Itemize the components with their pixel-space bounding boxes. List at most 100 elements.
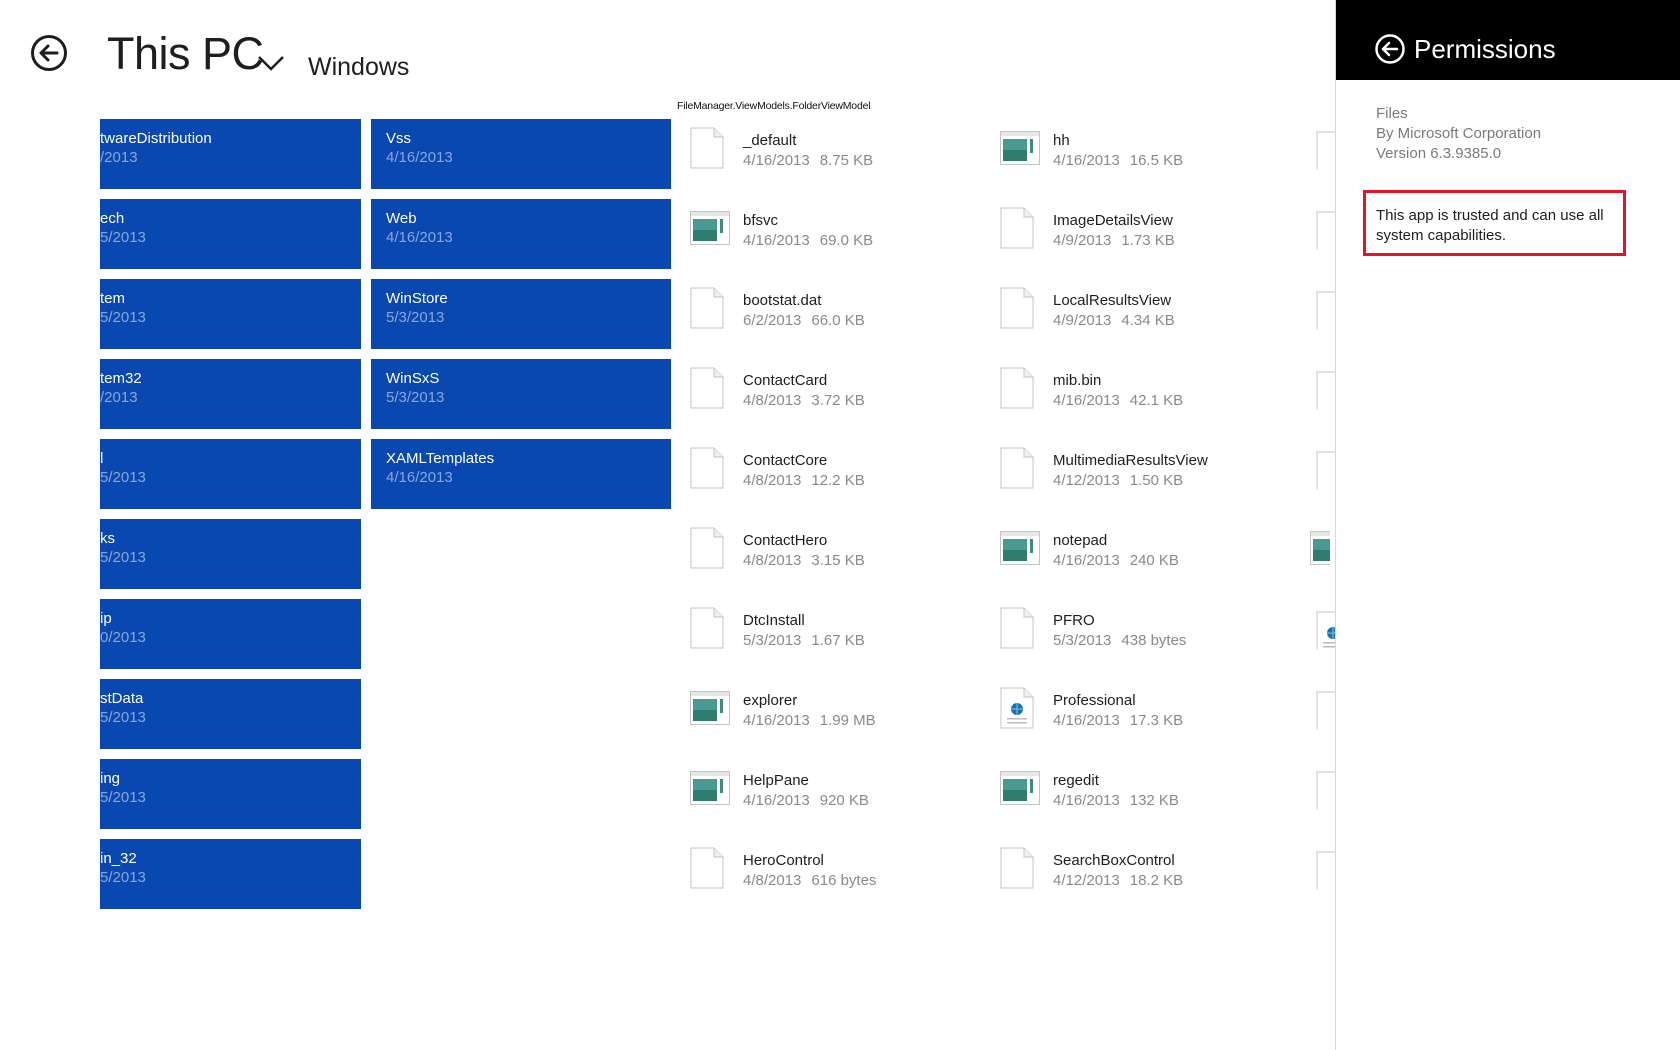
- file-meta: 4/16/2013 920 KB: [743, 792, 869, 810]
- file-date: 5/3/2013: [1053, 632, 1112, 649]
- file-name: HeroControl: [743, 852, 824, 869]
- blank-file-icon[interactable]: [1316, 371, 1336, 409]
- folder-tile[interactable]: stData 5/2013: [100, 679, 361, 749]
- file-size: 69.0 KB: [819, 232, 874, 249]
- folder-name: ip: [100, 610, 112, 627]
- folder-date: 4/16/2013: [386, 469, 453, 486]
- file-size: 438 bytes: [1121, 632, 1187, 649]
- folder-tile[interactable]: Vss 4/16/2013: [371, 119, 671, 189]
- back-arrow-icon[interactable]: [30, 34, 68, 72]
- file-item[interactable]: MultimediaResultsView 4/12/2013 1.50 KB: [990, 442, 1290, 512]
- folder-name: WinStore: [386, 290, 448, 307]
- folder-date: 0/2013: [100, 629, 146, 646]
- app-version: Version 6.3.9385.0: [1376, 145, 1502, 162]
- file-item[interactable]: ContactCore 4/8/2013 12.2 KB: [680, 442, 980, 512]
- folder-date: /2013: [100, 389, 138, 406]
- file-size: 3.72 KB: [811, 392, 865, 409]
- application-icon[interactable]: [1310, 531, 1330, 569]
- file-meta: 4/8/2013 3.72 KB: [743, 392, 865, 410]
- folder-grid: twareDistribution/2013 ech 5/2013 tem 5/2013…: [0, 0, 680, 1050]
- file-item[interactable]: ContactHero 4/8/2013 3.15 KB: [680, 522, 980, 592]
- file-size: 42.1 KB: [1129, 392, 1184, 409]
- folder-tile[interactable]: WinSxS 5/3/2013: [371, 359, 671, 429]
- file-date: 4/16/2013: [1053, 792, 1120, 809]
- file-item[interactable]: notepad 4/16/2013 240 KB: [990, 522, 1290, 592]
- file-name: SearchBoxControl: [1053, 852, 1175, 869]
- folder-tile[interactable]: ing 5/2013: [100, 759, 361, 829]
- folder-date: 5/3/2013: [386, 309, 445, 326]
- file-date: 4/8/2013: [743, 552, 802, 569]
- application-icon: [690, 771, 730, 815]
- file-date: 4/9/2013: [1053, 312, 1112, 329]
- file-name: mib.bin: [1053, 372, 1102, 389]
- folder-tile[interactable]: WinStore 5/3/2013: [371, 279, 671, 349]
- pane-title: Permissions: [1414, 34, 1556, 64]
- folder-name: tem: [100, 290, 126, 307]
- blank-file-icon[interactable]: [1316, 451, 1336, 489]
- folder-name: XAMLTemplates: [386, 450, 495, 467]
- folder-date: /2013: [100, 149, 138, 166]
- application-icon: [1000, 531, 1040, 575]
- folder-tile[interactable]: ip 0/2013: [100, 599, 361, 669]
- folder-name: ks: [100, 530, 115, 547]
- folder-name: tem32: [100, 370, 142, 387]
- permissions-pane: Permissions Files By Microsoft Corporati…: [1335, 0, 1680, 1050]
- folder-tile[interactable]: XAMLTemplates 4/16/2013: [371, 439, 671, 509]
- file-item[interactable]: HeroControl 4/8/2013 616 bytes: [680, 842, 980, 912]
- folder-tile[interactable]: l 5/2013: [100, 439, 361, 509]
- file-item[interactable]: LocalResultsView 4/9/2013 4.34 KB: [990, 282, 1290, 352]
- blank-file-icon: [690, 367, 726, 411]
- file-date: 4/16/2013: [743, 152, 810, 169]
- file-item[interactable]: _default 4/16/2013 8.75 KB: [680, 122, 980, 192]
- folder-tile[interactable]: Web 4/16/2013: [371, 199, 671, 269]
- file-name: regedit: [1053, 772, 1099, 789]
- back-arrow-icon[interactable]: [1374, 33, 1406, 65]
- web-document-icon[interactable]: [1316, 611, 1336, 649]
- file-item[interactable]: regedit 4/16/2013 132 KB: [990, 762, 1290, 832]
- blank-file-icon[interactable]: [1316, 211, 1336, 249]
- file-item[interactable]: Professional 4/16/2013 17.3 KB: [990, 682, 1290, 752]
- file-item[interactable]: PFRO 5/3/2013 438 bytes: [990, 602, 1290, 672]
- folder-date: 4/16/2013: [386, 149, 453, 166]
- blank-file-icon[interactable]: [1316, 291, 1336, 329]
- folder-tile[interactable]: twareDistribution/2013: [100, 119, 361, 189]
- file-meta: 4/9/2013 4.34 KB: [1053, 312, 1175, 330]
- folder-tile[interactable]: ks 5/2013: [100, 519, 361, 589]
- file-meta: 4/8/2013 616 bytes: [743, 872, 876, 890]
- file-item[interactable]: hh 4/16/2013 16.5 KB: [990, 122, 1290, 192]
- file-item[interactable]: DtcInstall 5/3/2013 1.67 KB: [680, 602, 980, 672]
- file-item[interactable]: SearchBoxControl 4/12/2013 18.2 KB: [990, 842, 1290, 912]
- file-item[interactable]: ImageDetailsView 4/9/2013 1.73 KB: [990, 202, 1290, 272]
- file-meta: 4/8/2013 3.15 KB: [743, 552, 865, 570]
- blank-file-icon: [690, 447, 726, 491]
- folder-tile[interactable]: tem 5/2013: [100, 279, 361, 349]
- chevron-down-icon[interactable]: [256, 52, 286, 74]
- file-date: 6/2/2013: [743, 312, 802, 329]
- app-publisher: By Microsoft Corporation: [1376, 125, 1542, 142]
- folder-tile[interactable]: tem32/2013: [100, 359, 361, 429]
- file-size: 1.99 MB: [819, 712, 876, 729]
- file-meta: 4/16/2013 42.1 KB: [1053, 392, 1183, 410]
- file-name: PFRO: [1053, 612, 1095, 629]
- blank-file-icon[interactable]: [1316, 851, 1336, 889]
- file-item[interactable]: bfsvc 4/16/2013 69.0 KB: [680, 202, 980, 272]
- file-item[interactable]: HelpPane 4/16/2013 920 KB: [680, 762, 980, 832]
- file-item[interactable]: explorer 4/16/2013 1.99 MB: [680, 682, 980, 752]
- file-size: 18.2 KB: [1129, 872, 1184, 889]
- blank-file-icon[interactable]: [1316, 771, 1336, 809]
- blank-file-icon[interactable]: [1316, 131, 1336, 169]
- blank-file-icon[interactable]: [1316, 691, 1336, 729]
- file-item[interactable]: mib.bin 4/16/2013 42.1 KB: [990, 362, 1290, 432]
- file-name: LocalResultsView: [1053, 292, 1172, 309]
- file-name: ImageDetailsView: [1053, 212, 1173, 229]
- folder-date: 5/2013: [100, 869, 146, 886]
- file-name: HelpPane: [743, 772, 809, 789]
- file-item[interactable]: ContactCard 4/8/2013 3.72 KB: [680, 362, 980, 432]
- location-label: Windows: [308, 53, 410, 81]
- file-name: bfsvc: [743, 212, 779, 229]
- folder-tile[interactable]: in_32 5/2013: [100, 839, 361, 909]
- page-title[interactable]: This PC: [107, 28, 264, 79]
- file-item[interactable]: bootstat.dat 6/2/2013 66.0 KB: [680, 282, 980, 352]
- folder-tile[interactable]: ech 5/2013: [100, 199, 361, 269]
- file-size: 3.15 KB: [811, 552, 865, 569]
